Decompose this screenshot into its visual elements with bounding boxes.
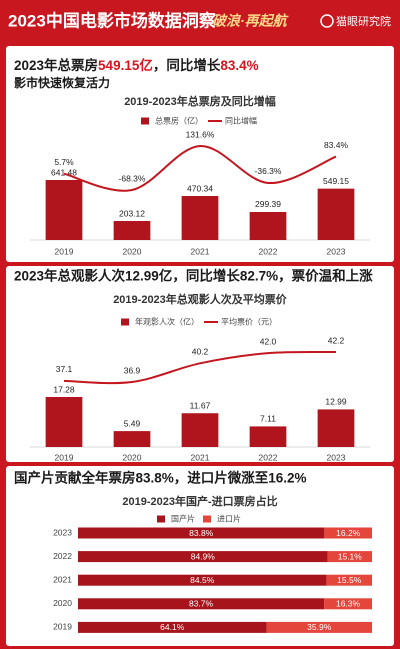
segment-label: 64.1% [160, 622, 185, 632]
headline: 2023年总票房549.15亿，同比增长83.4% [14, 57, 259, 73]
line [63, 144, 337, 192]
segment-label: 35.9% [307, 622, 332, 632]
segment-label: 83.8% [189, 528, 214, 538]
x-tick-label: 2020 [123, 452, 142, 462]
page-title: 2023中国电影市场数据洞察 [8, 10, 217, 30]
bar-value-label: 17.28 [53, 384, 75, 394]
line-value-label: 37.1 [56, 364, 73, 374]
legend-label: 同比增幅 [225, 116, 257, 126]
legend-label: 年观影人次（亿） [135, 317, 199, 327]
brand-icon [320, 14, 334, 28]
chart-title: 2019-2023年总观影人次及平均票价 [113, 292, 288, 306]
line-value-label: -36.3% [255, 166, 282, 176]
x-tick-label: 2020 [123, 246, 142, 256]
segment-label: 16.2% [336, 528, 361, 538]
bar [113, 431, 151, 447]
bar-value-label: 5.49 [124, 418, 141, 428]
x-tick-label: 2019 [55, 452, 74, 462]
panel [6, 46, 394, 262]
headline: 2023年总观影人次12.99亿，同比增长82.7%，票价温和上涨 [14, 268, 373, 284]
bar-value-label: 203.12 [119, 208, 145, 218]
legend-swatch [157, 515, 165, 523]
bar-segment [78, 598, 325, 610]
x-tick-label: 2021 [191, 246, 210, 256]
bar-segment [324, 598, 372, 610]
brand: 猫眼研究院 [336, 14, 391, 28]
bar [181, 196, 219, 240]
line-value-label: 40.2 [192, 347, 209, 357]
line-value-label: -68.3% [119, 173, 146, 183]
segment-label: 84.9% [191, 551, 216, 561]
subline: 影市快速恢复活力 [14, 75, 110, 90]
segment-label: 15.5% [337, 575, 362, 585]
headline-part: 83.4% [220, 58, 258, 73]
bar [249, 426, 287, 447]
bar-value-label: 12.99 [325, 397, 347, 407]
segment-label: 83.7% [189, 599, 214, 609]
line-value-label: 42.2 [328, 335, 345, 345]
legend-label: 进口片 [217, 514, 241, 524]
legend-swatch [121, 318, 129, 326]
bar-value-label: 7.11 [260, 414, 276, 424]
x-tick-label: 2021 [191, 452, 210, 462]
headline-part: 2023年总票房 [14, 57, 98, 73]
segment-label: 15.1% [338, 551, 363, 561]
slogan: 破浪·再起航 [212, 13, 289, 29]
y-tick-label: 2019 [53, 622, 72, 632]
bar-segment [78, 621, 267, 633]
y-tick-label: 2022 [53, 551, 72, 561]
headline-part: 549.15亿 [98, 57, 153, 73]
bar [45, 180, 83, 240]
chart-title: 2019-2023年国产-进口票房占比 [122, 494, 277, 508]
headline: 国产片贡献全年票房83.8%，进口片微涨至16.2% [14, 470, 307, 486]
bar-value-label: 641.48 [51, 167, 77, 177]
legend-label: 总票房（亿） [155, 116, 203, 126]
bar [113, 221, 151, 240]
bar [317, 409, 355, 447]
legend-swatch [203, 515, 211, 523]
bar-value-label: 549.15 [323, 176, 349, 186]
bar-segment [78, 574, 327, 586]
bar-segment [78, 551, 328, 563]
bar-segment [327, 551, 372, 563]
line-value-label: 36.9 [124, 365, 141, 375]
line-value-label: 131.6% [186, 129, 215, 139]
chart-title: 2019-2023年总票房及同比增幅 [124, 94, 276, 108]
bar [181, 413, 219, 447]
bar-value-label: 11.67 [190, 400, 211, 410]
bar-segment [78, 527, 325, 539]
legend-label: 平均票价（元） [221, 317, 277, 327]
bar-segment [266, 621, 372, 633]
x-tick-label: 2023 [327, 246, 346, 256]
y-tick-label: 2021 [53, 574, 72, 584]
segment-label: 84.5% [190, 575, 215, 585]
legend-swatch [141, 117, 149, 125]
segment-label: 16.3% [336, 599, 361, 609]
line-value-label: 42.0 [260, 336, 277, 346]
y-tick-label: 2023 [53, 527, 72, 537]
x-tick-label: 2022 [259, 452, 278, 462]
bar-segment [324, 527, 372, 539]
line-value-label: 83.4% [324, 140, 349, 150]
line-value-label: 5.7% [54, 157, 74, 167]
x-tick-label: 2022 [259, 246, 278, 256]
bar-value-label: 299.39 [255, 199, 281, 209]
bar-value-label: 470.34 [187, 183, 213, 193]
bar-segment [326, 574, 372, 586]
legend-label: 国产片 [171, 514, 195, 524]
line [63, 350, 337, 385]
bar [45, 397, 83, 447]
bar [317, 188, 355, 240]
x-tick-label: 2023 [327, 452, 346, 462]
x-tick-label: 2019 [55, 246, 74, 256]
headline-part: ，同比增长 [153, 57, 221, 73]
bar [249, 211, 287, 240]
y-tick-label: 2020 [53, 598, 72, 608]
